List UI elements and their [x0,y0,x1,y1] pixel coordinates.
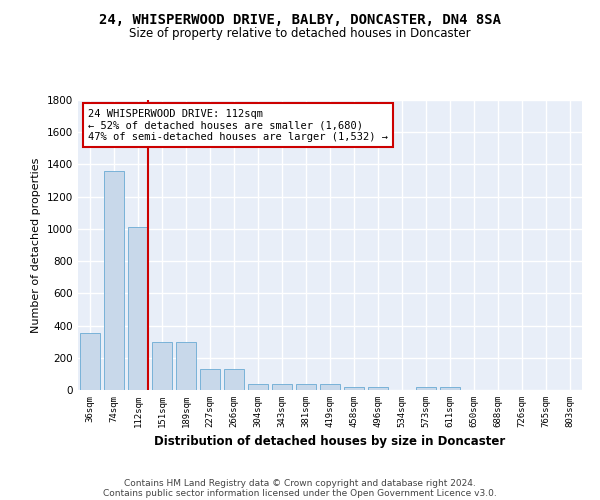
Text: Contains HM Land Registry data © Crown copyright and database right 2024.: Contains HM Land Registry data © Crown c… [124,478,476,488]
Bar [176,342,196,390]
Bar [104,171,124,390]
Text: 24, WHISPERWOOD DRIVE, BALBY, DONCASTER, DN4 8SA: 24, WHISPERWOOD DRIVE, BALBY, DONCASTER,… [99,12,501,26]
Bar [128,228,148,390]
Text: 24 WHISPERWOOD DRIVE: 112sqm
← 52% of detached houses are smaller (1,680)
47% of: 24 WHISPERWOOD DRIVE: 112sqm ← 52% of de… [88,108,388,142]
Bar [248,384,268,390]
X-axis label: Distribution of detached houses by size in Doncaster: Distribution of detached houses by size … [154,436,506,448]
Bar [224,369,244,390]
Bar [416,387,436,390]
Bar [272,384,292,390]
Text: Contains public sector information licensed under the Open Government Licence v3: Contains public sector information licen… [103,488,497,498]
Bar [296,384,316,390]
Bar [320,384,340,390]
Bar [200,369,220,390]
Bar [152,342,172,390]
Bar [80,333,100,390]
Bar [344,387,364,390]
Bar [440,387,460,390]
Bar [368,387,388,390]
Text: Size of property relative to detached houses in Doncaster: Size of property relative to detached ho… [129,28,471,40]
Y-axis label: Number of detached properties: Number of detached properties [31,158,41,332]
